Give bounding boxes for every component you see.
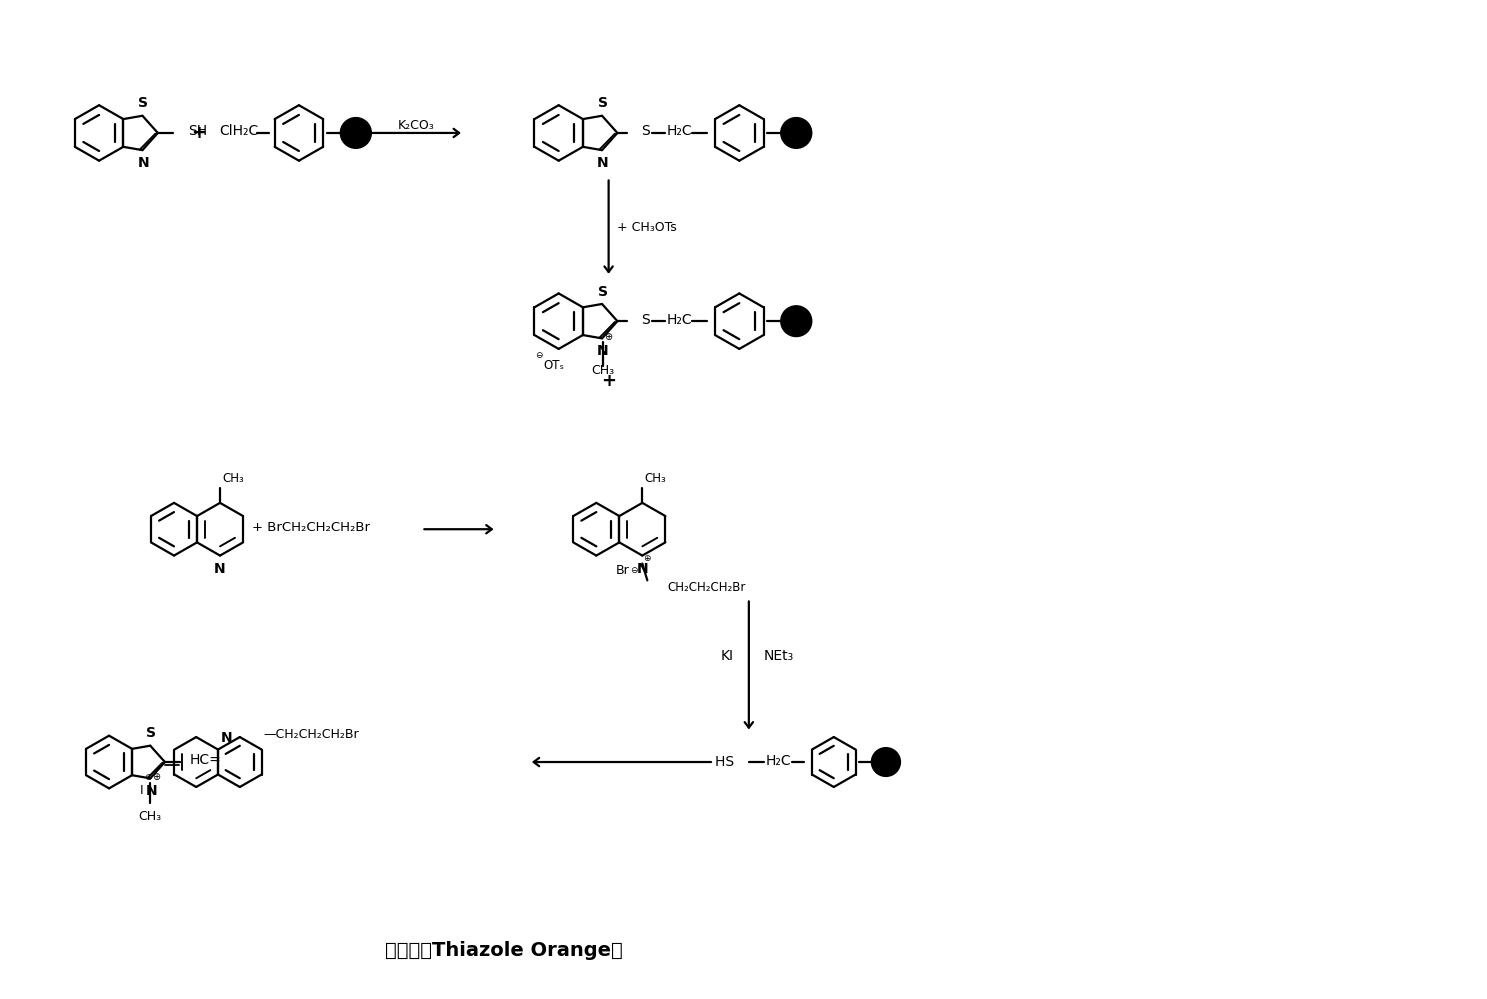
Text: H₂C: H₂C (666, 125, 691, 139)
Text: N: N (598, 344, 608, 358)
Text: OTₛ: OTₛ (544, 360, 565, 373)
Text: S: S (598, 285, 608, 299)
Text: I: I (140, 784, 143, 797)
Circle shape (341, 118, 372, 148)
Text: N: N (222, 730, 232, 744)
Text: ⊖: ⊖ (630, 565, 638, 575)
Text: Br: Br (616, 563, 629, 577)
Text: ClH₂C: ClH₂C (219, 125, 259, 139)
Text: —CH₂CH₂CH₂Br: —CH₂CH₂CH₂Br (263, 728, 358, 741)
Text: +: + (192, 124, 207, 142)
Text: 噬唠橙（Thiazole Orange）: 噬唠橙（Thiazole Orange） (385, 941, 623, 960)
Circle shape (781, 118, 812, 148)
Text: S: S (641, 125, 650, 139)
Text: HC=: HC= (190, 753, 222, 767)
Text: +: + (601, 372, 616, 390)
Circle shape (781, 306, 812, 337)
Text: KI: KI (721, 648, 735, 662)
Text: CH₂CH₂CH₂Br: CH₂CH₂CH₂Br (668, 580, 745, 593)
Text: S: S (146, 726, 156, 740)
Text: H₂C: H₂C (666, 313, 691, 327)
Text: ⊕: ⊕ (152, 772, 161, 782)
Text: CH₃: CH₃ (222, 472, 244, 485)
Text: + BrCH₂CH₂CH₂Br: + BrCH₂CH₂CH₂Br (251, 520, 370, 533)
Text: ⊖: ⊖ (144, 773, 152, 782)
Text: CH₃: CH₃ (644, 472, 666, 485)
Text: ⊖: ⊖ (535, 352, 543, 361)
Text: N: N (598, 156, 608, 170)
Text: S: S (138, 96, 149, 110)
Text: ⊕: ⊕ (644, 554, 651, 563)
Text: SH: SH (187, 125, 207, 139)
Text: CH₃: CH₃ (138, 810, 162, 823)
Text: + CH₃OTs: + CH₃OTs (617, 221, 677, 234)
Text: K₂CO₃: K₂CO₃ (399, 119, 434, 132)
Text: CH₃: CH₃ (592, 364, 614, 377)
Text: N: N (214, 561, 226, 575)
Text: − HS: − HS (699, 755, 735, 769)
Circle shape (871, 747, 901, 776)
Text: N: N (636, 561, 648, 575)
Text: S: S (641, 313, 650, 327)
Text: S: S (598, 96, 608, 110)
Text: ⊕: ⊕ (604, 333, 613, 343)
Text: H₂C: H₂C (766, 753, 791, 767)
Text: N: N (138, 156, 149, 170)
Text: NEt₃: NEt₃ (764, 648, 794, 662)
Text: N: N (146, 784, 158, 798)
